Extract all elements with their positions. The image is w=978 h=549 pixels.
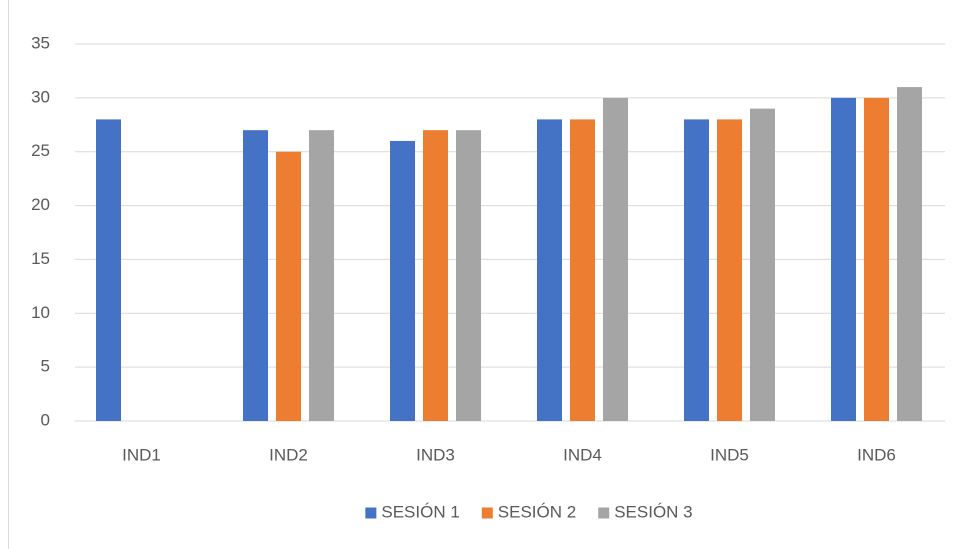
y-tick-label: 35 [31,33,50,52]
bar [750,108,775,421]
legend-label: SESIÓN 2 [498,502,576,521]
legend-label: SESIÓN 1 [381,502,459,521]
bar [390,140,415,421]
y-tick-label: 20 [31,195,50,214]
bar [276,151,301,421]
bar [897,87,922,421]
bar [570,119,595,422]
bar [309,130,334,421]
y-tick-label: 30 [31,87,50,106]
x-tick-label: IND3 [416,445,455,464]
legend-swatch [481,507,493,519]
bar [864,97,889,421]
x-tick-label: IND4 [563,445,602,464]
bar [684,119,709,422]
x-tick-label: IND6 [857,445,896,464]
legend-label: SESIÓN 3 [614,502,692,521]
y-tick-label: 10 [31,303,50,322]
bar [96,119,121,422]
bar [831,97,856,421]
bar [717,119,742,422]
bar [456,130,481,421]
y-tick-label: 0 [41,410,50,429]
bar [537,119,562,422]
y-tick-label: 25 [31,141,50,160]
legend-swatch [598,507,610,519]
bar [603,97,628,421]
legend-swatch [365,507,377,519]
y-tick-label: 15 [31,249,50,268]
x-tick-label: IND2 [269,445,308,464]
bar [423,130,448,421]
x-tick-label: IND1 [122,445,161,464]
x-tick-label: IND5 [710,445,749,464]
bar [243,130,268,421]
y-tick-label: 5 [41,357,50,376]
